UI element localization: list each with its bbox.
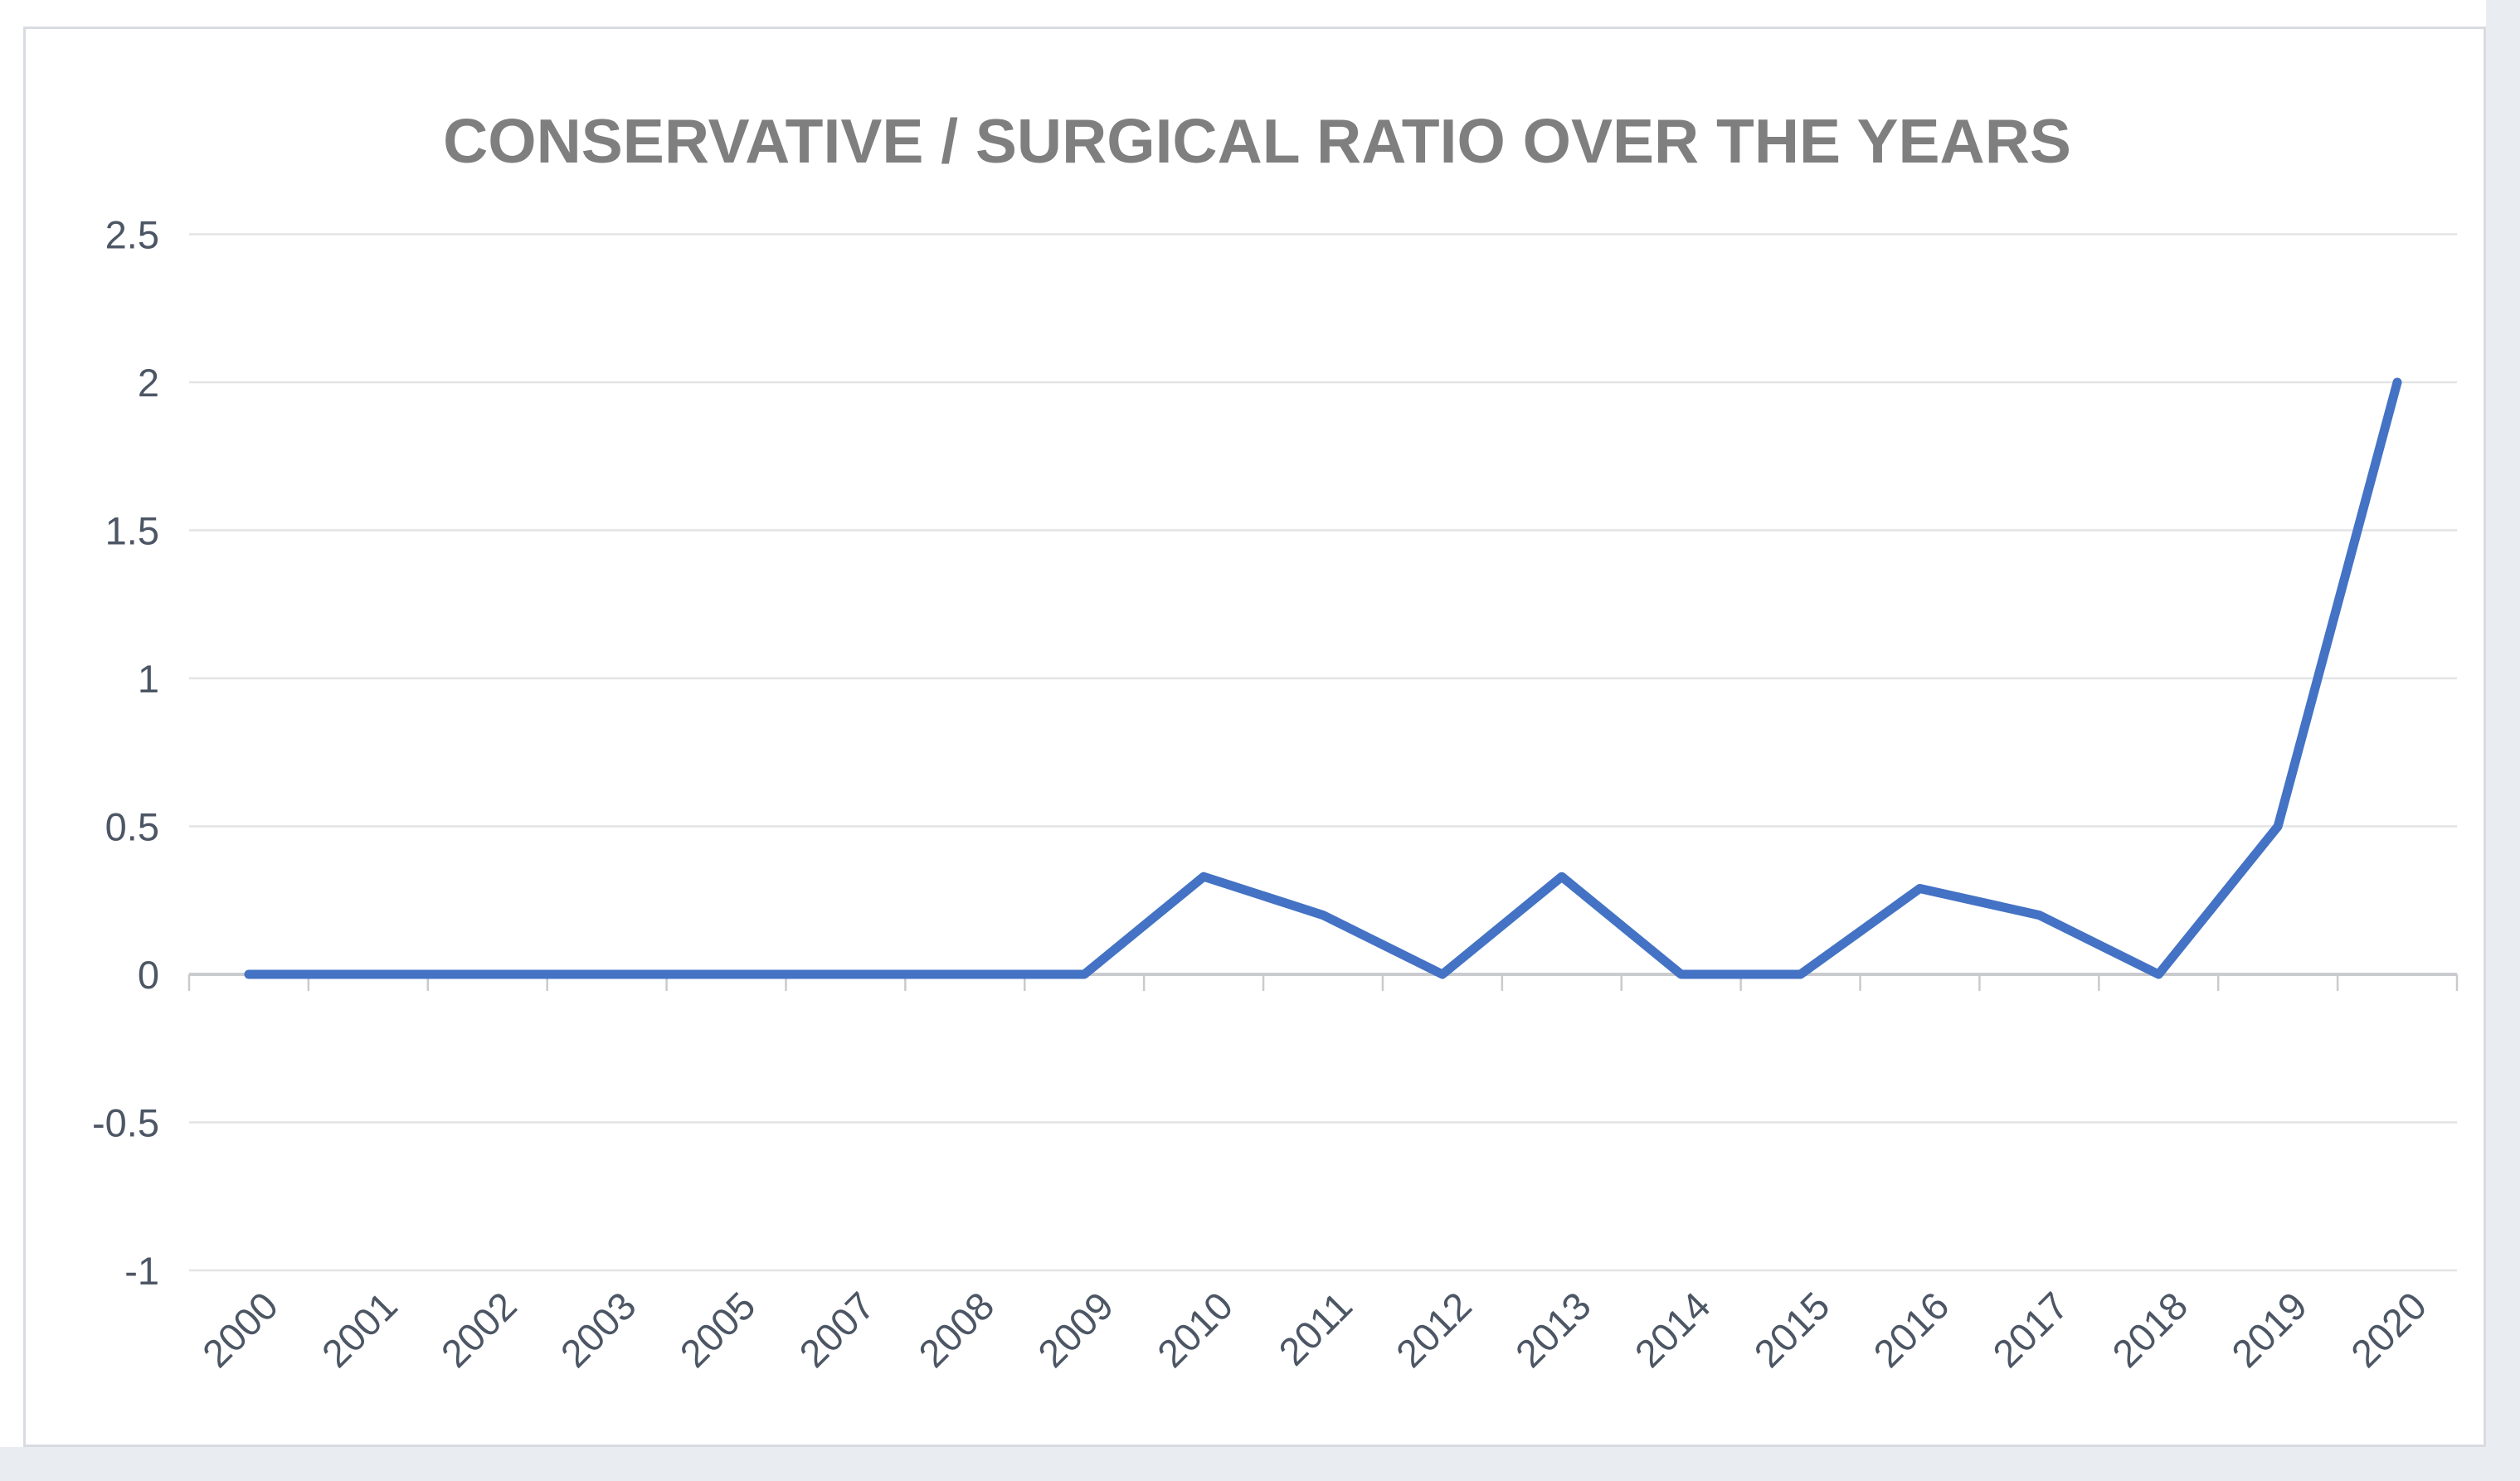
- x-axis-tick-label: 2001: [313, 1284, 405, 1376]
- chart-frame: CONSERVATIVE / SURGICAL RATIO OVER THE Y…: [23, 27, 2486, 1447]
- outer-background-strip-bottom: [0, 1447, 2520, 1481]
- y-axis-tick-label: 1: [138, 657, 159, 701]
- chart-title: CONSERVATIVE / SURGICAL RATIO OVER THE Y…: [443, 106, 2071, 176]
- y-axis-tick-label: 0.5: [105, 805, 159, 849]
- x-axis-tick-label: 2009: [1029, 1284, 1121, 1376]
- x-axis-tick-label: 2012: [1388, 1284, 1480, 1376]
- x-axis-tick-label: 2017: [1984, 1284, 2076, 1376]
- x-axis-tick-label: 2007: [791, 1284, 883, 1376]
- y-axis-tick-label: 0: [138, 953, 159, 997]
- x-axis-tick-label: 2010: [1149, 1284, 1241, 1376]
- x-axis-tick-label: 2011: [1270, 1284, 1360, 1374]
- y-axis-tick-label: 2.5: [105, 213, 159, 257]
- x-axis-tick-label: 2016: [1865, 1284, 1957, 1376]
- x-axis-tick-label: 2019: [2223, 1284, 2315, 1376]
- x-axis-tick-label: 2015: [1745, 1284, 1837, 1376]
- x-axis-tick-label: 2020: [2342, 1284, 2435, 1376]
- x-axis-tick-label: 2000: [194, 1284, 286, 1376]
- y-axis-tick-label: -0.5: [92, 1101, 159, 1145]
- y-axis-tick-label: -1: [124, 1249, 159, 1293]
- x-axis-tick-label: 2018: [2104, 1284, 2196, 1376]
- data-series-line: [244, 377, 2402, 979]
- x-axis-tick-label: 2002: [432, 1284, 524, 1376]
- y-axis-tick-label: 1.5: [105, 509, 159, 553]
- outer-background-strip-right: [2486, 0, 2520, 1481]
- x-axis-tick-label: 2008: [910, 1284, 1002, 1376]
- x-axis-tick-label: 2013: [1506, 1284, 1598, 1376]
- x-axis-tick-label: 2014: [1626, 1284, 1718, 1376]
- x-axis-tick-label: 2005: [671, 1284, 763, 1376]
- x-axis-tick-label: 2003: [552, 1284, 644, 1376]
- y-axis-tick-label: 2: [138, 361, 159, 405]
